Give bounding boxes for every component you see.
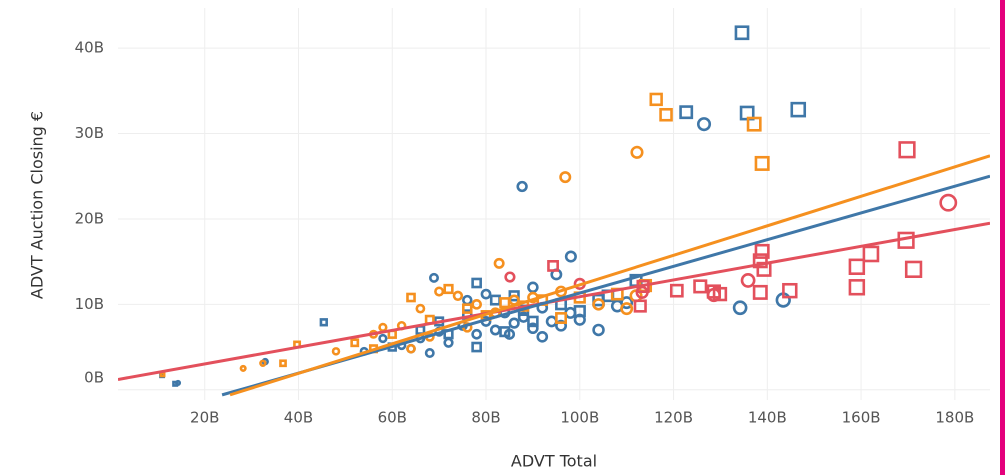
circle-point <box>630 145 644 159</box>
circle-point <box>508 317 520 329</box>
circle-point <box>471 299 482 310</box>
circle-point <box>527 322 539 335</box>
square-point <box>904 260 923 278</box>
circle-point <box>504 271 516 283</box>
square-point <box>754 243 770 259</box>
square-point <box>898 141 916 159</box>
square-point <box>499 297 511 309</box>
circle-point <box>592 323 605 337</box>
square-point <box>508 290 520 302</box>
y-tick-label: 30B <box>75 124 104 142</box>
circle-point <box>424 348 435 358</box>
square-point <box>669 283 684 298</box>
y-tick-label: 20B <box>75 209 104 227</box>
circle-point <box>462 294 473 306</box>
square-point <box>790 101 807 118</box>
circle-point <box>480 288 492 300</box>
square-point <box>592 293 605 307</box>
plot-area <box>118 25 990 397</box>
square-point <box>471 341 482 353</box>
square-point <box>752 253 768 269</box>
square-point <box>462 303 473 314</box>
square-point <box>734 25 750 41</box>
circle-point <box>559 171 572 184</box>
square-point <box>573 305 586 318</box>
circle-point <box>493 257 505 269</box>
square-point <box>693 279 708 294</box>
square-point <box>679 105 694 120</box>
circle-point <box>732 300 748 316</box>
circle-point <box>536 330 549 343</box>
circle-point <box>378 322 388 333</box>
circle-point <box>527 281 539 294</box>
square-point <box>848 258 866 275</box>
square-point <box>649 92 663 107</box>
grid <box>118 8 990 400</box>
x-tick-label: 20B <box>190 409 219 427</box>
x-tick-label: 80B <box>471 409 500 427</box>
circle-point <box>415 303 426 314</box>
circle-point <box>489 324 501 336</box>
circle-point <box>259 359 267 367</box>
circle-point <box>696 117 712 132</box>
square-point <box>746 116 762 132</box>
circle-point <box>564 250 577 263</box>
square-point <box>279 359 287 368</box>
square-point <box>350 338 360 348</box>
circle-point <box>545 315 558 328</box>
x-tick-label: 120B <box>654 409 693 427</box>
square-point <box>862 245 880 263</box>
square-point <box>489 294 501 306</box>
square-point <box>471 277 482 289</box>
square-point <box>782 282 798 299</box>
y-tick-label: 40B <box>75 39 104 57</box>
trend-line <box>229 154 990 397</box>
square-point <box>555 312 568 324</box>
circle-point <box>434 286 445 297</box>
square-point <box>848 279 866 296</box>
circle-point <box>620 302 634 316</box>
y-tick-label: 0B <box>84 369 104 387</box>
y-tick-label: 10B <box>75 295 104 313</box>
square-point <box>712 286 728 302</box>
square-point <box>527 315 539 328</box>
circle-point <box>555 319 568 332</box>
square-point <box>659 107 673 122</box>
frame-edge <box>1000 0 1005 475</box>
circle-point <box>471 328 482 340</box>
circle-point <box>592 298 605 311</box>
x-axis-title: ADVT Total <box>511 452 597 471</box>
y-axis-title: ADVT Auction Closing € <box>28 111 47 299</box>
square-point <box>752 284 768 300</box>
square-point <box>462 309 473 320</box>
circle-point <box>443 337 454 348</box>
x-tick-label: 160B <box>842 409 881 427</box>
x-tick-label: 60B <box>378 409 407 427</box>
x-tick-label: 40B <box>284 409 313 427</box>
x-tick-label: 140B <box>748 409 787 427</box>
circle-point <box>939 193 958 212</box>
square-point <box>415 325 426 335</box>
square-point <box>754 155 770 171</box>
circle-point <box>740 273 756 288</box>
square-point <box>633 299 647 313</box>
circle-point <box>620 296 634 310</box>
circle-point <box>239 364 247 372</box>
square-point <box>499 326 511 338</box>
x-tick-label: 180B <box>935 409 974 427</box>
square-point <box>406 292 416 303</box>
circle-point <box>331 347 341 356</box>
square-point <box>319 318 328 327</box>
x-tick-label: 100B <box>560 409 599 427</box>
circle-point <box>406 343 416 354</box>
square-point <box>547 260 559 272</box>
circle-point <box>428 272 439 283</box>
circle-point <box>516 180 528 193</box>
square-point <box>443 283 454 295</box>
circle-point <box>452 290 464 301</box>
square-point <box>172 380 179 387</box>
circle-point <box>378 333 388 344</box>
